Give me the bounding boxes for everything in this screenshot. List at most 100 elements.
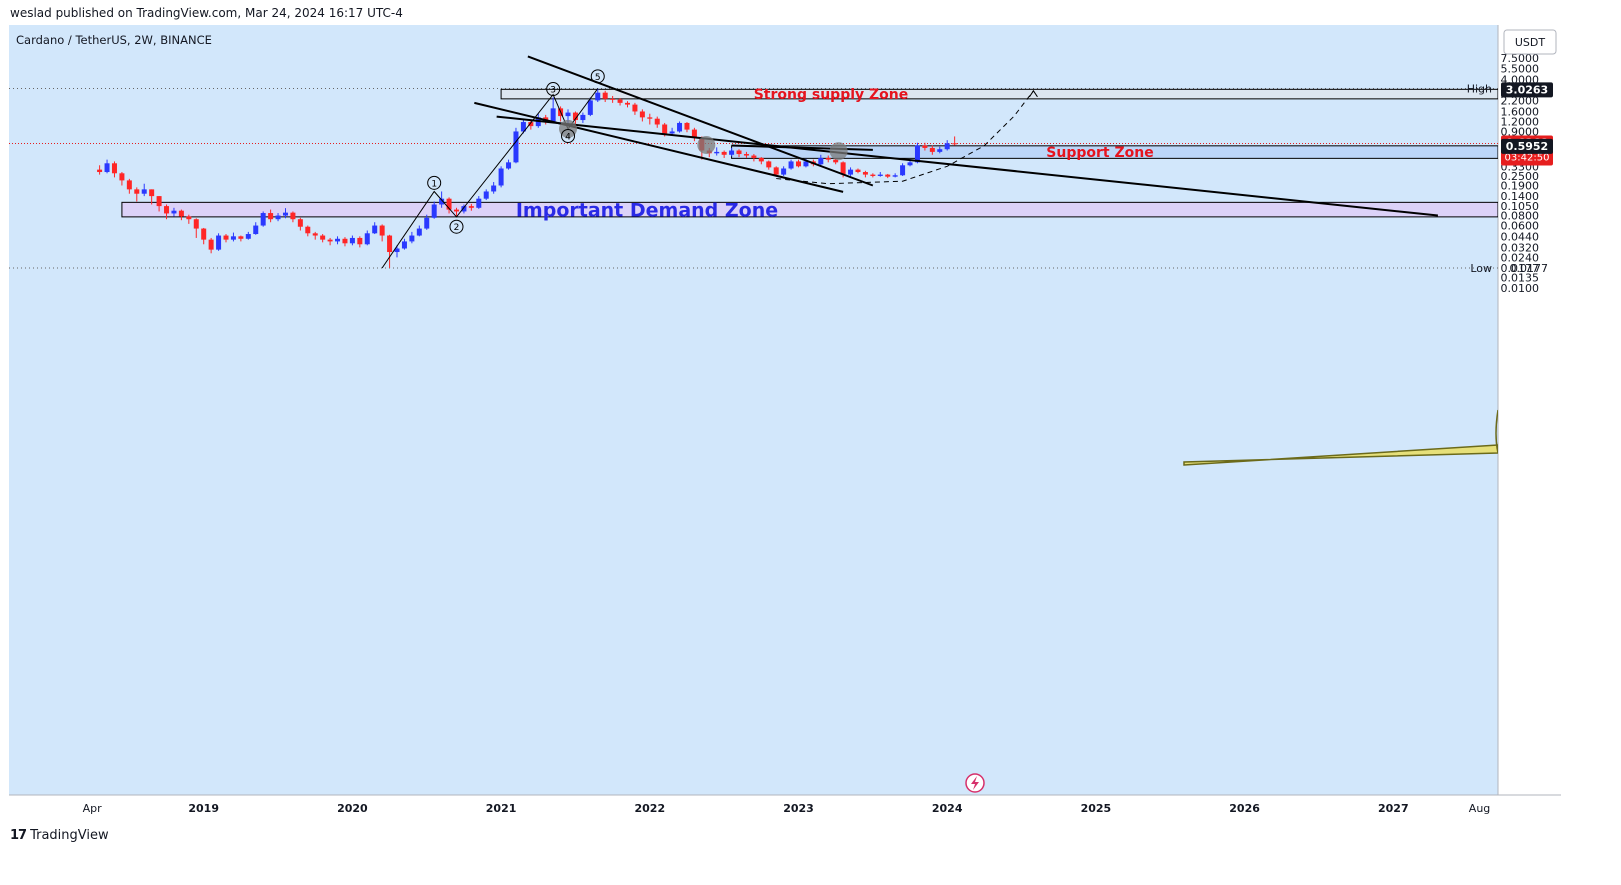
price-chart[interactable]: Strong supply Zone Support Zone Important … [9,25,1561,823]
candle [164,204,170,220]
candle-body [156,196,162,207]
candle-body [149,189,155,197]
candle-body [111,163,117,174]
candle [654,116,660,128]
candle [602,90,608,103]
candle [870,173,876,178]
candle-body [357,237,363,245]
price-tick-label: 1.2000 [1501,115,1540,128]
candle [929,145,935,155]
zone-label-support: Support Zone [1046,145,1153,161]
candle-body [602,92,608,99]
candle [245,231,251,240]
currency-badge-label: USDT [1515,36,1546,49]
candle-body [305,226,311,234]
candle-body [335,238,341,242]
price-tick-label: 0.0240 [1501,251,1540,264]
price-tick-label: 0.0320 [1501,241,1540,254]
chart-panel[interactable]: Strong supply Zone Support Zone Important … [9,25,1561,823]
projection-arrow-icon [1029,89,1038,98]
candle-body [900,165,906,176]
candle-body [253,225,259,235]
candle-body [803,161,809,167]
candle [208,237,214,254]
candle [453,207,459,217]
wave-label: 3 [546,82,561,97]
candle-body [595,92,601,101]
candle-body [773,167,779,175]
candle-body [468,206,474,208]
price-tick-label: 0.0135 [1501,271,1540,284]
time-tick-label: 2024 [932,802,963,815]
candle-body [877,174,883,176]
candle-body [216,235,222,250]
candle [736,149,742,158]
candle-body [855,169,861,173]
price-tick-label: 5.5000 [1501,63,1540,76]
price-tick-label: 2.2000 [1501,94,1540,107]
candle [796,159,801,168]
candle-body [565,112,571,117]
candle-body [766,161,772,168]
candle [617,98,623,106]
candle-body [862,172,868,175]
candle-body [290,212,296,220]
candle [862,170,868,178]
candle-body [662,124,668,134]
candle [193,218,199,238]
candle [892,173,898,178]
candle [758,157,764,165]
trendline-long-descending-line [496,115,1439,217]
candle-body [424,217,430,229]
candle-body [669,131,675,134]
candle [714,147,720,156]
candle-body [208,239,214,250]
price-marker-label: Low [1470,262,1492,275]
candle [610,95,616,103]
candle-body [580,114,586,121]
candle [186,214,192,224]
candle [372,222,378,235]
candle-body [684,122,690,130]
candle-body [848,169,854,175]
candle [134,187,140,202]
candle-body [171,210,177,214]
candle [498,166,504,188]
candle [260,211,266,227]
candle-body [506,162,512,169]
cup-projection-curve [776,90,1034,185]
candle [506,159,512,170]
candle-body [572,112,578,121]
time-tick-label: 2023 [783,802,814,815]
candle-body [238,236,244,239]
candle [178,209,184,221]
candle-body [201,228,207,240]
candle-body [677,122,683,132]
candle [171,207,177,217]
wave-label: 4 [561,128,576,143]
candle-body [833,159,839,163]
candle-body [379,225,385,236]
candle-body [587,100,593,115]
candle-body [446,198,452,210]
candle [149,189,155,205]
candle-body [349,237,355,244]
candle [104,159,110,174]
candle [922,142,928,151]
price-badge-value: 3.0263 [1506,83,1548,96]
time-tick-label: 2027 [1378,802,1409,815]
zone-label-demand: Important Demand Zone [516,199,778,221]
candle-body [721,151,727,155]
candle-body [617,99,623,103]
price-tick-label: 0.0440 [1501,230,1540,243]
candle-body [922,145,928,148]
candle [201,227,207,245]
price-tick-label: 0.1900 [1501,179,1540,192]
candle-body [453,209,459,212]
candle [483,189,489,201]
candle-body [751,155,757,158]
price-tick-label: 0.2500 [1501,170,1540,183]
footer-brand[interactable]: TradingView [30,828,109,843]
time-tick-label: 2025 [1081,802,1112,815]
price-tick-label: 1.6000 [1501,105,1540,118]
